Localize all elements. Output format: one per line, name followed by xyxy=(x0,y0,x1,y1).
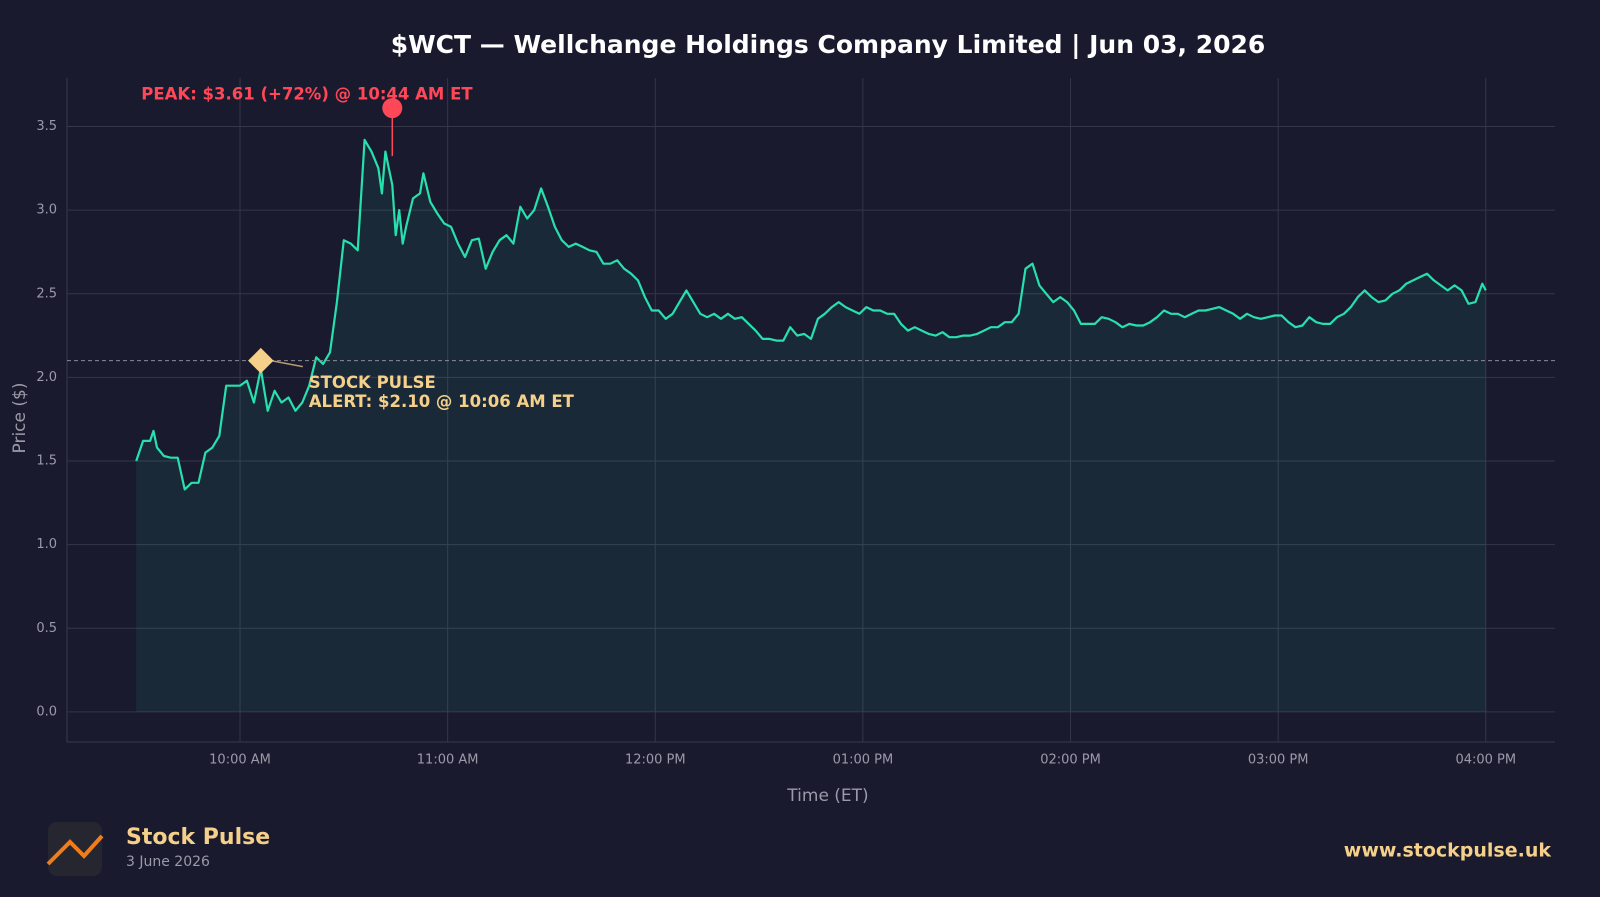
peak-label: PEAK: $3.61 (+72%) @ 10:44 AM ET xyxy=(141,85,473,104)
price-line xyxy=(135,138,1487,491)
x-tick-label: 02:00 PM xyxy=(1040,753,1101,768)
x-tick-label: 10:00 AM xyxy=(209,753,271,768)
alert-marker xyxy=(248,347,274,374)
y-tick-label: 0.0 xyxy=(36,704,57,719)
alert-label: ALERT: $2.10 @ 10:06 AM ET xyxy=(309,392,575,411)
peak-marker xyxy=(382,98,403,119)
y-tick-label: 2.5 xyxy=(36,286,57,301)
y-tick-label: 0.5 xyxy=(36,621,57,636)
y-tick-label: 3.5 xyxy=(36,119,57,134)
alert-connector xyxy=(270,359,303,368)
logo-line xyxy=(46,834,104,866)
y-tick-label: 2.0 xyxy=(36,370,57,385)
y-tick-label: 3.0 xyxy=(36,203,57,218)
alert-label: STOCK PULSE xyxy=(309,373,436,392)
y-tick-label: 1.5 xyxy=(36,454,57,469)
footer-date: 3 June 2026 xyxy=(126,854,210,870)
y-axis-label: Price ($) xyxy=(10,383,30,454)
x-axis-label: Time (ET) xyxy=(786,786,868,806)
brand: Stock Pulse xyxy=(126,825,270,850)
x-tick-label: 12:00 PM xyxy=(625,753,686,768)
x-tick-label: 11:00 AM xyxy=(417,753,479,768)
x-tick-label: 04:00 PM xyxy=(1455,753,1516,768)
area xyxy=(136,139,1486,712)
chart-title: $WCT — Wellchange Holdings Company Limit… xyxy=(391,30,1266,59)
x-tick-label: 01:00 PM xyxy=(833,753,894,768)
logo xyxy=(46,822,104,876)
y-tick-label: 1.0 xyxy=(36,537,57,552)
footer-url: www.stockpulse.uk xyxy=(1344,840,1552,862)
x-tick-label: 03:00 PM xyxy=(1248,753,1309,768)
